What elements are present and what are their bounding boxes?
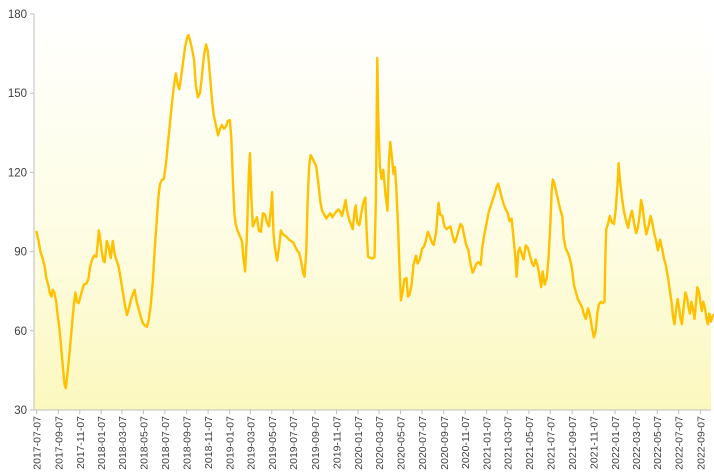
plot-background [34, 14, 711, 410]
x-axis-label: 2020-01-07 [353, 416, 365, 470]
x-axis-label: 2022-07-07 [674, 416, 686, 470]
y-axis-label: 180 [8, 9, 27, 21]
x-axis-label: 2019-03-07 [245, 416, 257, 470]
x-axis-label: 2020-07-07 [417, 416, 429, 470]
x-axis-label: 2021-09-07 [567, 416, 579, 470]
x-axis-label: 2022-09-07 [696, 416, 708, 470]
x-axis-label: 2020-05-07 [396, 416, 408, 470]
data-series-line [35, 33, 714, 390]
x-axis-label: 2022-03-07 [631, 416, 643, 470]
x-axis-label: 2019-09-07 [310, 416, 322, 470]
x-axis-label: 2020-11-07 [460, 416, 472, 469]
x-axis-label: 2019-11-07 [331, 416, 343, 469]
x-axis-label: 2017-09-07 [53, 416, 65, 470]
y-axis-label: 60 [14, 326, 27, 338]
x-axis-label: 2022-01-07 [610, 416, 622, 470]
x-axis-label: 2018-03-07 [117, 416, 129, 470]
x-axis-label: 2021-07-07 [545, 416, 557, 470]
x-axis-label: 2021-03-07 [502, 416, 514, 470]
x-axis-label: 2018-09-07 [182, 416, 194, 470]
x-axis-label: 2021-05-07 [524, 416, 536, 470]
x-axis-label: 2017-11-07 [75, 416, 87, 469]
x-axis-label: 2018-07-07 [160, 416, 172, 470]
x-axis-label: 2017-07-07 [32, 416, 44, 470]
x-axis-label: 2019-05-07 [267, 416, 279, 470]
x-axis-label: 2022-05-07 [652, 416, 664, 470]
x-axis-label: 2019-07-07 [288, 416, 300, 470]
x-axis-label: 2020-09-07 [439, 416, 451, 470]
y-axis-label: 120 [8, 167, 27, 179]
x-axis-label: 2021-11-07 [589, 416, 601, 469]
x-axis-label: 2019-01-07 [225, 416, 237, 470]
y-axis-label: 90 [14, 247, 27, 259]
x-axis-label: 2018-05-07 [138, 416, 150, 470]
y-axis-label: 150 [8, 88, 27, 100]
x-axis-label: 2021-01-07 [482, 416, 494, 470]
x-axis-label: 2018-01-07 [96, 416, 108, 470]
y-axis-label: 30 [14, 405, 27, 417]
x-axis-label: 2018-11-07 [203, 416, 215, 469]
x-axis-label: 2020-03-07 [374, 416, 386, 470]
